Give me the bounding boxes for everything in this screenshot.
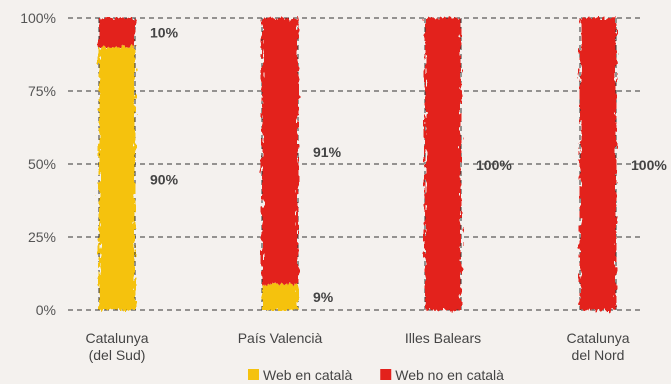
- bar-segment: [99, 18, 135, 48]
- legend-swatch: [380, 369, 392, 380]
- bar-segment: [580, 18, 616, 310]
- y-tick-label: 50%: [28, 156, 56, 172]
- bar-segment: [262, 283, 298, 310]
- y-axis-ticks: 0% 25% 50% 75% 100%: [20, 10, 56, 318]
- data-label: 90%: [150, 172, 179, 188]
- category-label: Illes Balears: [405, 330, 481, 346]
- category-label: Catalunya del Nord: [566, 330, 629, 363]
- data-labels: 90% 10% 9% 91% 100% 100%: [150, 25, 667, 305]
- bar-segment: [262, 18, 298, 284]
- data-label: 100%: [631, 157, 667, 173]
- y-tick-label: 0%: [36, 302, 56, 318]
- category-label: País Valencià: [238, 330, 323, 346]
- legend-swatch: [248, 369, 259, 380]
- gridlines: [68, 17, 640, 311]
- y-tick-label: 75%: [28, 83, 56, 99]
- data-label: 91%: [313, 144, 342, 160]
- legend: Web en català Web no en català: [248, 367, 504, 383]
- category-labels: Catalunya (del Sud) País Valencià Illes Bal…: [85, 330, 629, 363]
- data-label: 10%: [150, 25, 179, 41]
- data-label: 9%: [313, 289, 334, 305]
- category-label: Catalunya (del Sud): [85, 330, 148, 363]
- legend-label: Web no en català: [395, 367, 504, 383]
- y-tick-label: 25%: [28, 229, 56, 245]
- bar-segment: [425, 18, 461, 310]
- bars: [99, 18, 616, 310]
- data-label: 100%: [476, 157, 512, 173]
- legend-label: Web en català: [263, 367, 352, 383]
- y-tick-label: 100%: [20, 10, 56, 26]
- bar-segment: [99, 47, 135, 310]
